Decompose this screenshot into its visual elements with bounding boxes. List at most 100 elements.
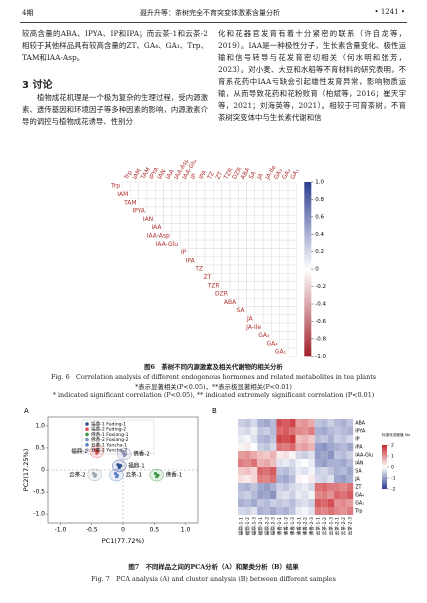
matrix-cell xyxy=(213,223,222,233)
matrix-cell xyxy=(254,181,264,191)
heatmap-cell xyxy=(302,475,309,483)
matrix-cell xyxy=(213,231,222,241)
heatmap-cell xyxy=(334,491,341,499)
y-tick-label: -1.0 xyxy=(33,511,45,518)
matrix-cell xyxy=(237,198,247,208)
column-label: 福鼎-2-2 xyxy=(263,517,270,535)
matrix-cell xyxy=(229,281,239,291)
row-label: JA-Ile xyxy=(245,324,261,331)
heatmap-cell xyxy=(295,483,302,491)
heatmap-cell xyxy=(289,475,296,483)
matrix-cell xyxy=(254,198,264,208)
heatmap-cell xyxy=(250,507,258,515)
heatmap-cell xyxy=(270,419,277,427)
colorbar-tick-label: -0.2 xyxy=(315,284,326,290)
matrix-cell xyxy=(229,248,239,257)
matrix-cell xyxy=(254,281,264,291)
heatmap-cell xyxy=(346,419,354,427)
matrix-cell xyxy=(188,231,197,241)
heatmap-cell xyxy=(263,419,270,427)
matrix-cell xyxy=(254,248,264,257)
heatmap-cell xyxy=(276,483,283,491)
matrix-cell xyxy=(179,206,189,216)
row-label: JA xyxy=(246,315,254,322)
row-label: SA xyxy=(236,307,245,314)
heatmap-cell xyxy=(314,467,322,475)
matrix-cell xyxy=(221,248,231,257)
heatmap-cell xyxy=(244,475,251,483)
column-label: 云茶-2-3 xyxy=(347,517,354,535)
heatmap-cell xyxy=(263,499,270,507)
legend-entry: 云茶-2 Yuncha-2 xyxy=(91,447,127,454)
matrix-cell xyxy=(221,198,231,208)
matrix-cell xyxy=(237,264,247,274)
heatmap-cell xyxy=(334,507,341,515)
heatmap-cell xyxy=(308,507,315,515)
matrix-cell xyxy=(237,256,247,266)
column-label: JA xyxy=(255,171,265,181)
heatmap-cell xyxy=(282,491,290,499)
heatmap-cell xyxy=(257,459,264,467)
matrix-cell xyxy=(279,289,289,299)
matrix-cell xyxy=(171,181,181,191)
matrix-cell xyxy=(179,231,189,241)
heatmap-cell xyxy=(302,507,309,515)
matrix-cell xyxy=(237,190,247,199)
matrix-cell xyxy=(229,239,239,249)
matrix-cell xyxy=(246,223,256,233)
row-label: GA₄ xyxy=(267,340,279,347)
matrix-cell xyxy=(154,215,164,224)
heatmap-cell xyxy=(308,459,315,467)
column-label: GA₃ xyxy=(273,167,285,181)
heatmap-cell xyxy=(250,419,258,427)
panel-label: A xyxy=(24,407,29,415)
heatmap-cell xyxy=(270,475,277,483)
matrix-cell xyxy=(188,215,197,224)
matrix-cell xyxy=(246,190,256,199)
heatmap-cell xyxy=(250,475,258,483)
point xyxy=(116,463,120,467)
matrix-cell xyxy=(246,297,256,307)
matrix-cell xyxy=(237,206,247,216)
row-label: ABA xyxy=(355,421,366,427)
heatmap-cell xyxy=(263,459,270,467)
heatmap-cell xyxy=(276,475,283,483)
matrix-cell xyxy=(279,223,289,233)
colorbar-tick-label: 0.2 xyxy=(315,249,324,255)
heatmap-cell xyxy=(244,507,251,515)
matrix-cell xyxy=(271,256,280,266)
heatmap-cell xyxy=(340,467,347,475)
matrix-cell xyxy=(204,223,214,233)
heatmap-cell xyxy=(340,491,347,499)
matrix-cell xyxy=(262,256,272,266)
point xyxy=(153,471,158,476)
heatmap-cell xyxy=(308,419,315,427)
column-label: IPA xyxy=(198,169,209,181)
colorbar-tick-label: 1.0 xyxy=(315,180,324,186)
matrix-cell xyxy=(163,181,173,191)
row-label: IAN xyxy=(355,461,364,467)
matrix-cell xyxy=(213,256,222,266)
column-label: IAA xyxy=(165,168,177,181)
row-label: IPYA xyxy=(132,208,145,215)
matrix-cell xyxy=(254,190,264,199)
heatmap-cell xyxy=(314,499,322,507)
heatmap-cell xyxy=(327,499,334,507)
legend-swatch xyxy=(85,422,89,426)
matrix-cell xyxy=(287,206,297,216)
heatmap-cell xyxy=(327,459,334,467)
heatmap-cell xyxy=(276,459,283,467)
matrix-cell xyxy=(271,239,280,249)
matrix-cell xyxy=(154,181,164,191)
matrix-cell xyxy=(254,239,264,249)
row-label: GA₄ xyxy=(355,493,364,499)
matrix-cell xyxy=(237,281,247,291)
heatmap-cell xyxy=(314,475,322,483)
matrix-cell xyxy=(262,297,272,307)
caption-note: *表示显著相关(P<0.05)，**表示极显著相关(P<0.01) xyxy=(135,383,292,391)
matrix-cell xyxy=(262,264,272,274)
row-label: IAA xyxy=(151,224,162,231)
heatmap-cell xyxy=(238,483,245,491)
heatmap-cell xyxy=(321,491,328,499)
heatmap-cell xyxy=(340,483,347,491)
